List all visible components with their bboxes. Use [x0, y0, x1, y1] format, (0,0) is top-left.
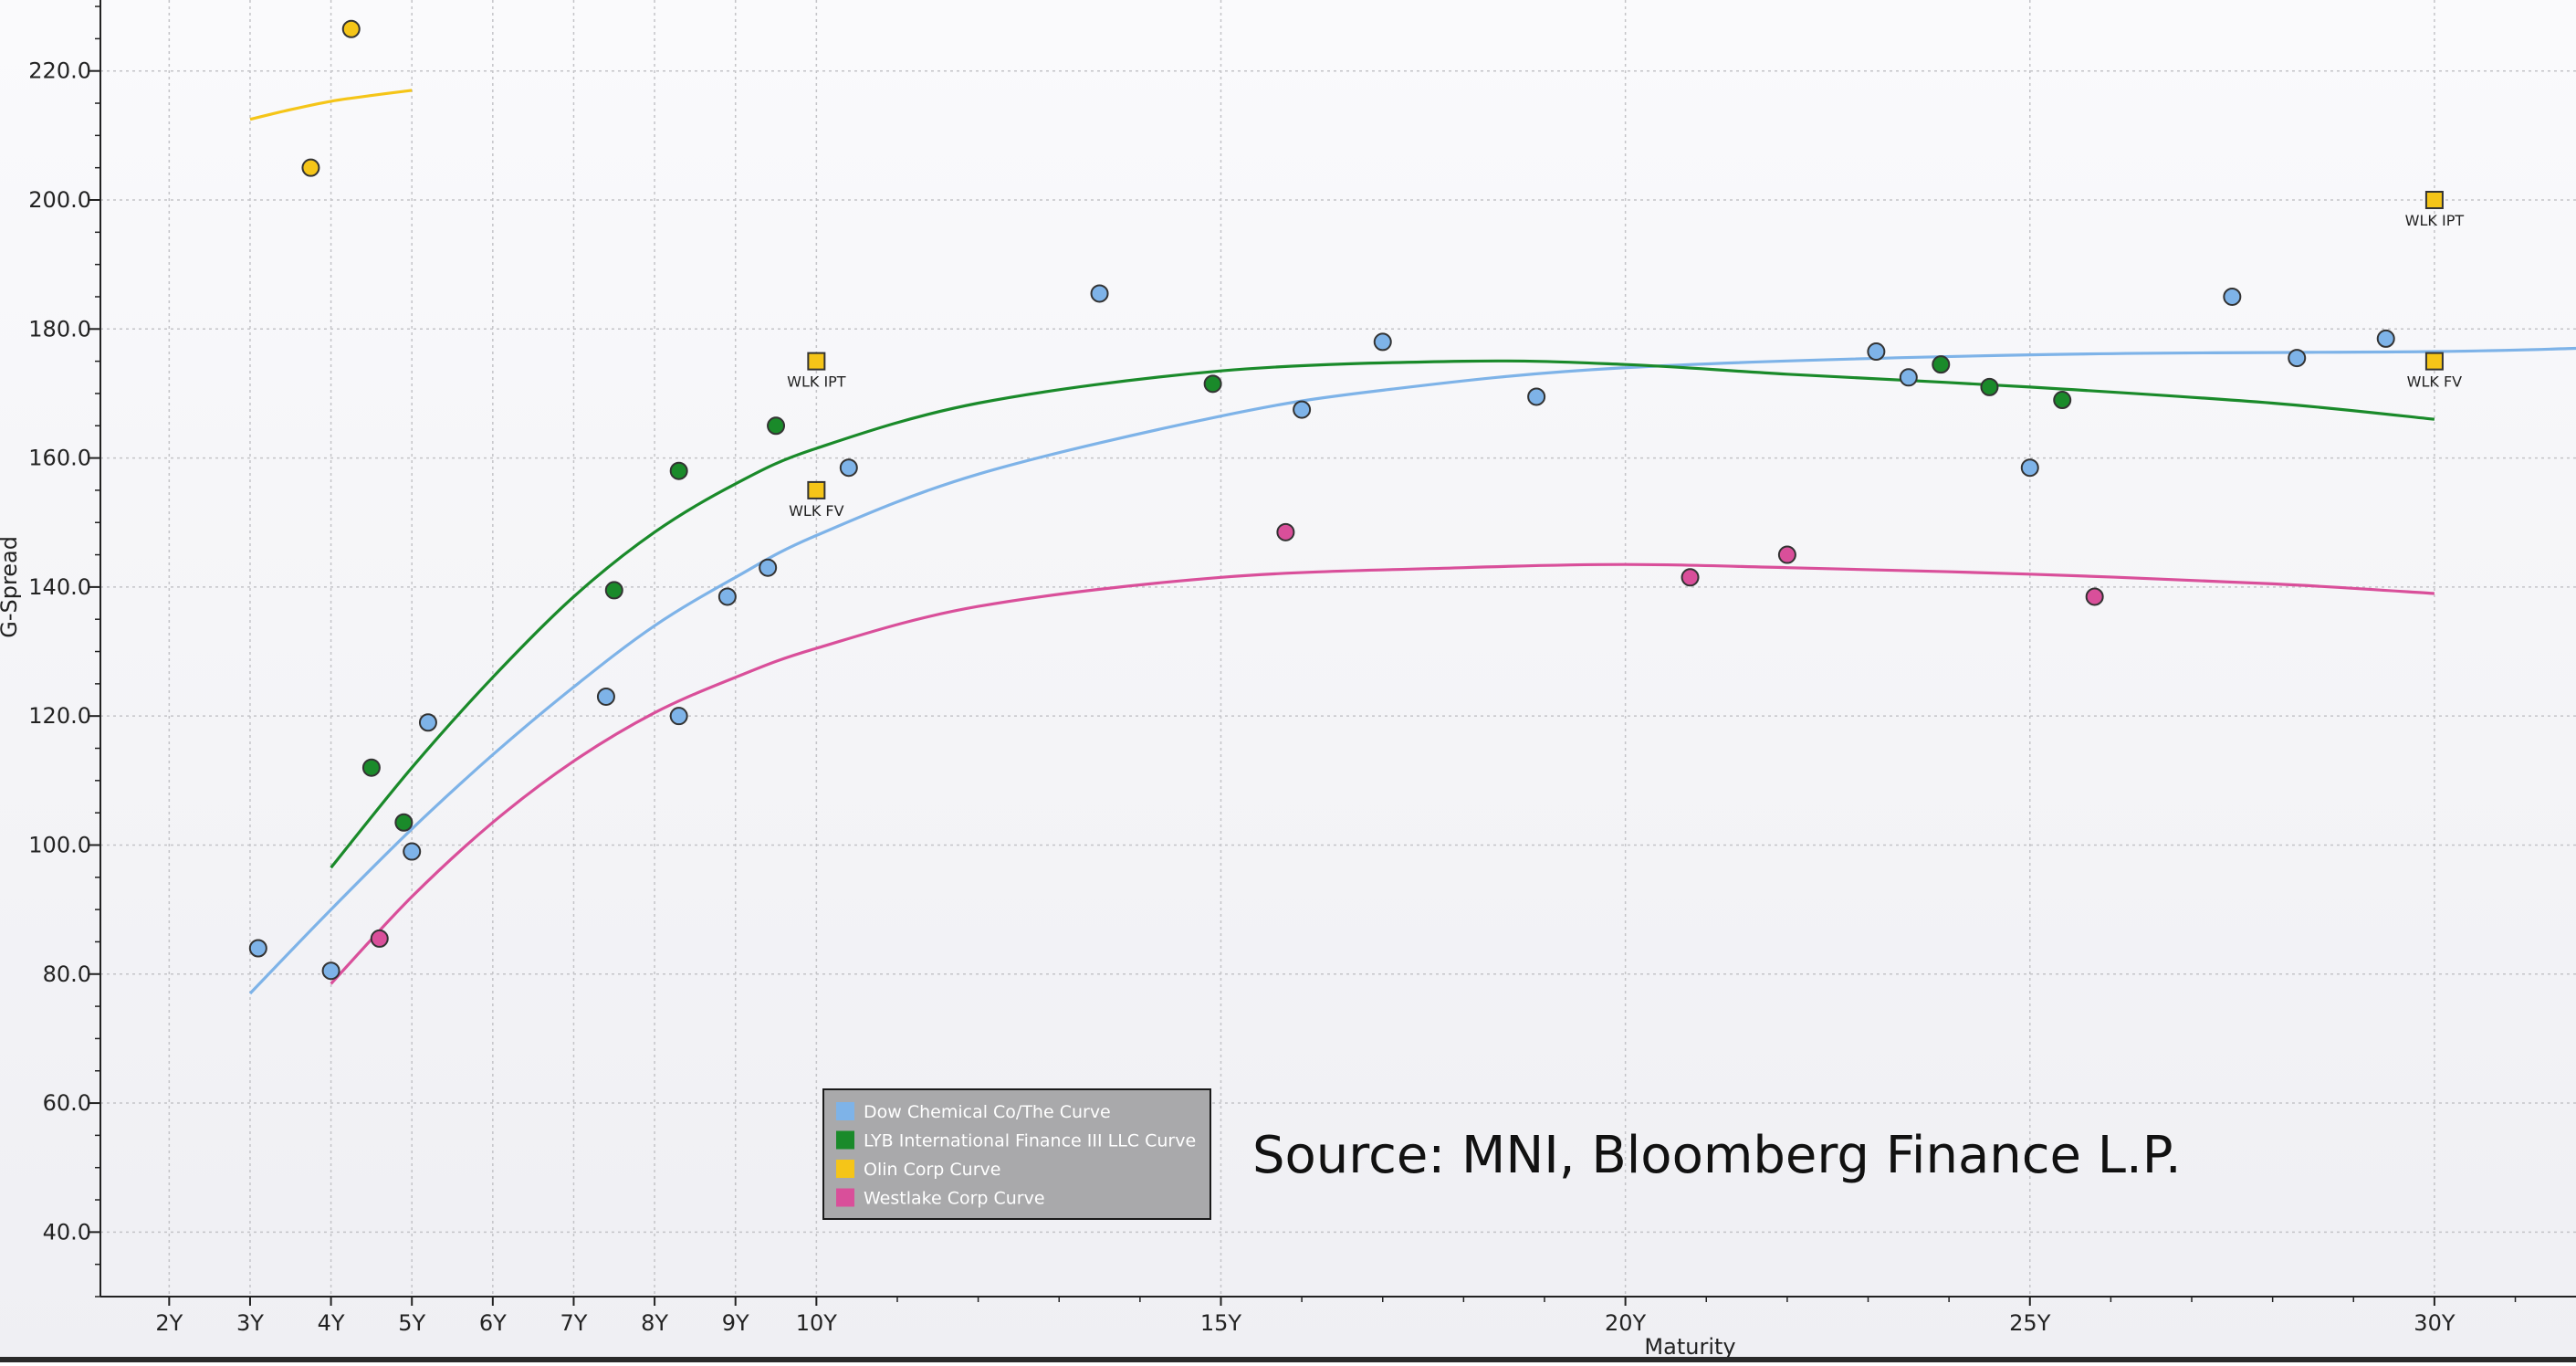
wlk-marker	[2424, 191, 2444, 210]
dow-chemical-co-the-curve-point	[1527, 387, 1546, 406]
y-tick-label: 100.0	[28, 832, 91, 857]
westlake-corp-curve-point	[1777, 545, 1796, 564]
dow-chemical-co-the-curve-point	[1293, 400, 1312, 419]
wlk-marker-label: WLK IPT	[2405, 212, 2465, 229]
lyb-international-finance-iii-llc-curve-point	[604, 581, 623, 600]
lyb-international-finance-iii-llc-curve-point	[394, 813, 414, 832]
x-tick-label: 8Y	[641, 1310, 668, 1336]
x-tick-label: 6Y	[479, 1310, 507, 1336]
legend-swatch	[836, 1102, 854, 1120]
lyb-international-finance-iii-llc-curve-point	[1932, 355, 1951, 374]
dow-chemical-co-the-curve-point	[759, 558, 778, 577]
y-tick-label: 80.0	[43, 961, 91, 987]
y-tick-label: 140.0	[28, 574, 91, 600]
dow-chemical-co-the-curve-point	[403, 842, 422, 861]
y-tick-label: 220.0	[28, 58, 91, 84]
wlk-markers: WLK IPT WLK FV WLK IPT WLK FV	[787, 191, 2465, 520]
x-tick-label: 30Y	[2414, 1310, 2456, 1336]
wlk-marker-label: WLK FV	[2407, 373, 2463, 391]
axes: 40.0 60.0 80.0 100.0 120.0 140.0 160.0 180.0 200…	[28, 0, 2576, 1336]
x-tick-label: 9Y	[722, 1310, 749, 1336]
legend-swatch	[836, 1130, 854, 1150]
wlk-marker	[2424, 352, 2444, 371]
lyb-international-finance-iii-llc-curve-point	[1980, 377, 1999, 396]
fitted-curves	[248, 89, 2576, 995]
dow-chemical-co-the-curve-point	[2376, 329, 2395, 348]
lyb-international-finance-iii-llc-curve-point	[767, 416, 786, 436]
legend-label: Westlake Corp Curve	[864, 1189, 1045, 1209]
y-tick-label: 40.0	[43, 1219, 91, 1245]
westlake-corp-curve-point	[1276, 522, 1295, 541]
legend-swatch	[836, 1160, 854, 1178]
grid	[100, 0, 2576, 1297]
westlake-corp-curve-curve	[330, 562, 2435, 985]
westlake-corp-curve-point	[370, 929, 389, 948]
dow-chemical-co-the-curve-point	[1867, 342, 1886, 362]
dow-chemical-co-the-curve-point	[321, 961, 340, 981]
y-tick-label: 200.0	[28, 187, 91, 213]
x-tick-label: 4Y	[318, 1310, 345, 1336]
westlake-corp-curve-point	[2085, 587, 2104, 606]
x-tick-label: 15Y	[1200, 1310, 1242, 1336]
dow-chemical-co-the-curve-point	[596, 687, 615, 706]
legend-box	[822, 1088, 1211, 1220]
legend-label: Dow Chemical Co/The Curve	[864, 1102, 1111, 1122]
dow-chemical-co-the-curve-point	[2020, 458, 2039, 478]
legend-label: Olin Corp Curve	[864, 1160, 1000, 1180]
lyb-international-finance-iii-llc-curve-point	[2053, 391, 2072, 410]
dow-chemical-co-the-curve-curve	[248, 346, 2576, 995]
dow-chemical-co-the-curve-point	[418, 713, 437, 732]
x-tick-label: 3Y	[236, 1310, 264, 1336]
wlk-marker-label: WLK IPT	[787, 373, 846, 391]
wlk-marker	[807, 352, 826, 371]
x-tick-label: 7Y	[560, 1310, 588, 1336]
dow-chemical-co-the-curve-point	[669, 707, 688, 726]
legend: Dow Chemical Co/The Curve LYB Internation…	[822, 1088, 1211, 1220]
lyb-international-finance-iii-llc-curve-point	[669, 461, 688, 480]
y-tick-label: 180.0	[28, 316, 91, 342]
wlk-marker-label: WLK FV	[789, 502, 844, 520]
source-note: Source: MNI, Bloomberg Finance L.P.	[1252, 1126, 2182, 1185]
dow-chemical-co-the-curve-point	[2288, 349, 2307, 368]
dow-chemical-co-the-curve-point	[248, 939, 267, 958]
x-tick-label: 5Y	[398, 1310, 425, 1336]
x-tick-label: 25Y	[2009, 1310, 2051, 1336]
y-tick-label: 120.0	[28, 703, 91, 729]
x-tick-label: 20Y	[1605, 1310, 1647, 1336]
x-tick-label: 2Y	[155, 1310, 183, 1336]
y-tick-label: 160.0	[28, 446, 91, 471]
olin-corp-curve-point	[341, 19, 361, 38]
data-points	[248, 19, 2395, 981]
westlake-corp-curve-point	[1681, 568, 1700, 587]
lyb-international-finance-iii-llc-curve-curve	[330, 359, 2435, 869]
dow-chemical-co-the-curve-point	[839, 458, 858, 478]
lyb-international-finance-iii-llc-curve-point	[1203, 374, 1222, 394]
dow-chemical-co-the-curve-point	[1373, 332, 1392, 352]
legend-label: LYB International Finance III LLC Curve	[864, 1131, 1196, 1151]
y-axis-title: G-Spread	[0, 536, 22, 638]
x-axis-title: Maturity	[1644, 1334, 1735, 1360]
dow-chemical-co-the-curve-point	[1090, 284, 1109, 303]
bottom-border	[0, 1357, 2576, 1362]
wlk-marker	[807, 480, 826, 499]
dow-chemical-co-the-curve-point	[717, 587, 737, 606]
y-tick-label: 60.0	[43, 1090, 91, 1116]
dow-chemical-co-the-curve-point	[1899, 368, 1918, 387]
x-tick-label: 10Y	[796, 1310, 838, 1336]
olin-corp-curve-curve	[249, 89, 413, 121]
dow-chemical-co-the-curve-point	[2223, 287, 2242, 306]
lyb-international-finance-iii-llc-curve-point	[361, 758, 381, 777]
olin-corp-curve-point	[301, 158, 320, 177]
legend-swatch	[836, 1188, 854, 1207]
